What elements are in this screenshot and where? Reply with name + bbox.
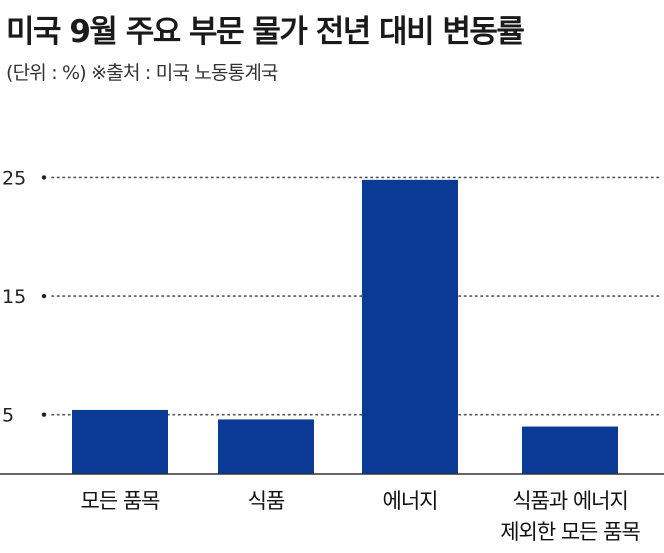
y-tick-label: 5 (2, 405, 14, 427)
y-tick-label: 15 (2, 286, 26, 308)
tick-mark (41, 293, 47, 299)
x-category-label: 제외한 모든 품목 (500, 520, 640, 544)
tick-mark (41, 412, 47, 417)
x-category-label: 모든 품목 (81, 489, 161, 513)
x-category-label: 에너지 (383, 489, 438, 513)
tick-mark (41, 175, 47, 180)
x-category-label: 식품과 에너지 (512, 489, 628, 513)
bar (72, 409, 168, 474)
bar (522, 426, 618, 474)
x-category-label: 식품 (248, 489, 285, 513)
bar (218, 419, 314, 474)
bar (362, 179, 458, 475)
y-tick-label: 25 (2, 167, 26, 189)
chart-subtitle: (단위 : %) ※출처 : 미국 노동통계국 (6, 62, 279, 84)
page-title: 미국 9월 주요 부문 물가 전년 대비 변동률 (6, 14, 525, 50)
